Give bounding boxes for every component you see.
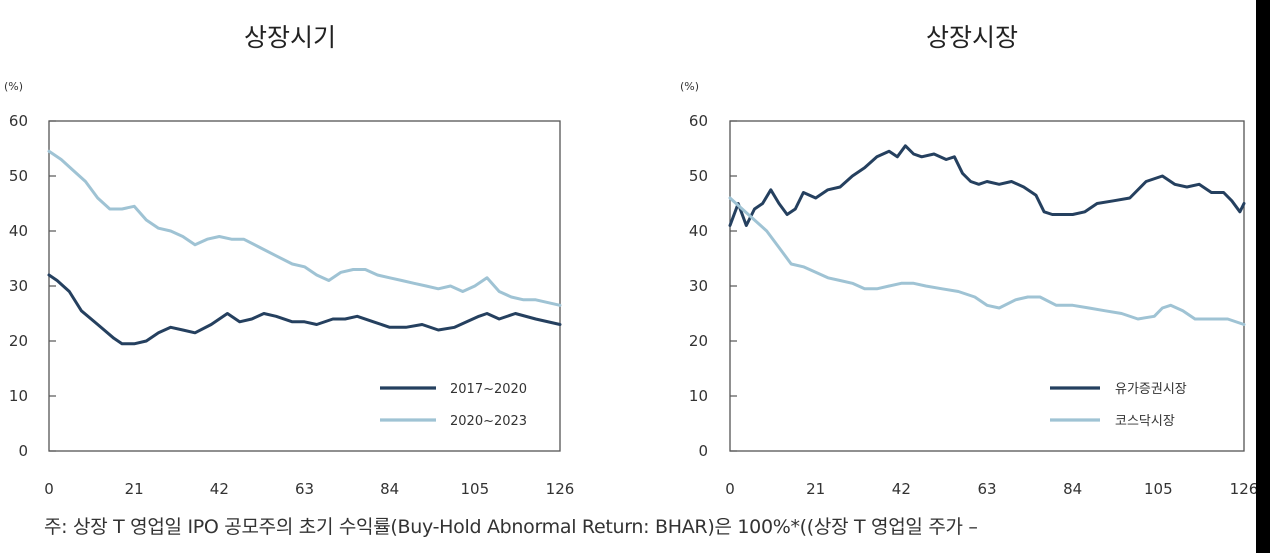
- x-tick-label: 42: [210, 480, 229, 498]
- y-tick-label: 10: [9, 387, 28, 405]
- series-lines: [728, 144, 1246, 326]
- y-tick-label: 20: [689, 332, 708, 350]
- y-tick-label: 60: [9, 112, 28, 130]
- x-tick-label: 42: [892, 480, 911, 498]
- legend-label: 2020~2023: [450, 414, 527, 429]
- chart-title: 상장시기: [244, 23, 336, 52]
- y-tick-label: 30: [9, 277, 28, 295]
- footnote: 주: 상장 T 영업일 IPO 공모주의 초기 수익률(Buy-Hold Abn…: [44, 516, 978, 538]
- chart-listing-period: 상장시기 (%) 0 10 20 30 40 50 60 0 21 42 63 84 105 126 20…: [4, 23, 574, 498]
- y-tick-label: 50: [9, 167, 28, 185]
- chart-title: 상장시장: [926, 23, 1018, 52]
- plot-area: [48, 120, 561, 452]
- series-lines: [47, 149, 562, 346]
- chart-listing-market: 상장시장 (%) 0 10 20 30 40 50 60 0 21 42 63 84 105 126 유가…: [680, 23, 1256, 498]
- legend-label: 코스닥시장: [1115, 414, 1175, 429]
- y-tick-label: 30: [689, 277, 708, 295]
- y-tick-label: 0: [698, 442, 708, 460]
- x-tick-label: 126: [1230, 480, 1256, 498]
- series-line: [728, 196, 1246, 326]
- y-axis-unit: (%): [680, 80, 699, 93]
- y-tick-label: 60: [689, 112, 708, 130]
- chart-canvas: 상장시기 (%) 0 10 20 30 40 50 60 0 21 42 63 84 105 126 20…: [4, 23, 1256, 498]
- window-edge: [1256, 0, 1270, 553]
- y-tick-label: 20: [9, 332, 28, 350]
- x-tick-label: 84: [1063, 480, 1082, 498]
- plot-area: [729, 120, 1245, 452]
- series-line: [47, 149, 562, 307]
- y-axis-unit: (%): [4, 80, 23, 93]
- legend-label: 2017~2020: [450, 382, 527, 397]
- y-tick-label: 10: [689, 387, 708, 405]
- series-line: [728, 144, 1246, 227]
- x-tick-label: 63: [977, 480, 996, 498]
- x-tick-label: 0: [44, 480, 54, 498]
- y-tick-label: 50: [689, 167, 708, 185]
- y-tick-label: 40: [9, 222, 28, 240]
- x-tick-label: 21: [806, 480, 825, 498]
- x-tick-label: 105: [461, 480, 490, 498]
- x-tick-label: 63: [295, 480, 314, 498]
- legend: 2017~2020 2020~2023: [380, 382, 527, 429]
- legend-label: 유가증권시장: [1115, 382, 1187, 397]
- y-tick-label: 40: [689, 222, 708, 240]
- x-tick-label: 0: [725, 480, 735, 498]
- y-tick-label: 0: [18, 442, 28, 460]
- legend: 유가증권시장 코스닥시장: [1050, 382, 1187, 429]
- x-tick-label: 84: [380, 480, 399, 498]
- x-tick-label: 126: [546, 480, 575, 498]
- axis-ticks: 0 10 20 30 40 50 60 0 21 42 63 84 105 126: [689, 112, 1256, 498]
- axis-ticks: 0 10 20 30 40 50 60 0 21 42 63 84 105 126: [9, 112, 574, 498]
- series-line: [47, 273, 562, 346]
- x-tick-label: 105: [1144, 480, 1173, 498]
- x-tick-label: 21: [125, 480, 144, 498]
